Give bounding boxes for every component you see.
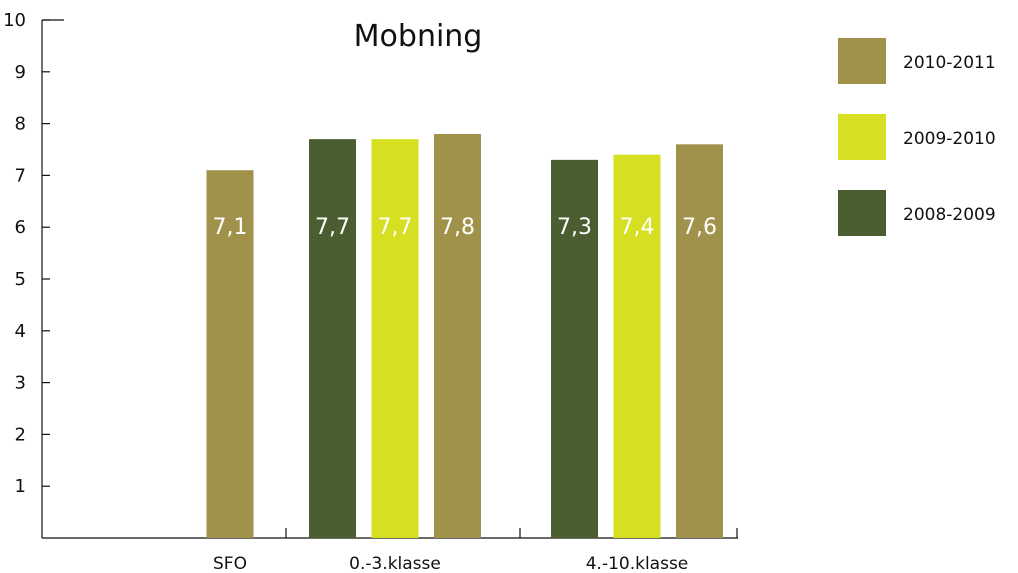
x-category-label: SFO (213, 554, 247, 573)
y-tick-label: 6 (15, 217, 26, 238)
y-tick-label: 1 (15, 476, 26, 497)
bar-2009-2010-2 (613, 154, 661, 538)
bar-2010-2011-0 (206, 170, 254, 538)
y-tick-label: 4 (15, 321, 26, 342)
y-tick-label: 10 (3, 10, 26, 31)
legend: 2010-2011 2009-2010 2008-2009 (838, 38, 996, 236)
bar-2009-2010-1 (371, 139, 419, 538)
bar-value-label: 7,1 (213, 215, 248, 240)
bar-2008-2009-1 (309, 139, 356, 538)
bar-value-label: 7,7 (315, 215, 350, 240)
legend-swatch (838, 190, 886, 236)
y-tick-label: 7 (15, 165, 26, 186)
bar-2008-2009-2 (551, 159, 598, 539)
x-category-label: 4.-10.klasse (586, 554, 689, 573)
bars: 7,1 7,7 7,7 7,8 7,3 7,4 7,6 (206, 133, 723, 539)
legend-label: 2010-2011 (903, 53, 996, 73)
bar-2010-2011-1 (434, 133, 481, 538)
bar-value-label: 7,7 (378, 215, 413, 240)
bar-value-label: 7,4 (620, 215, 655, 240)
bar-value-label: 7,8 (440, 215, 475, 240)
bar-2010-2011-2 (676, 144, 723, 538)
legend-swatch (838, 38, 886, 84)
y-tick-label: 2 (15, 424, 26, 445)
legend-swatch (838, 114, 886, 160)
y-tick-label: 9 (15, 62, 26, 83)
bar-value-label: 7,6 (682, 215, 717, 240)
chart-title: Mobning (354, 19, 483, 54)
y-tick-label: 5 (15, 269, 26, 290)
legend-label: 2008-2009 (903, 205, 996, 225)
y-tick-label: 3 (15, 373, 26, 394)
x-category-label: 0.-3.klasse (349, 554, 441, 573)
bar-value-label: 7,3 (557, 215, 592, 240)
y-tick-label: 8 (15, 114, 26, 135)
legend-label: 2009-2010 (903, 129, 996, 149)
